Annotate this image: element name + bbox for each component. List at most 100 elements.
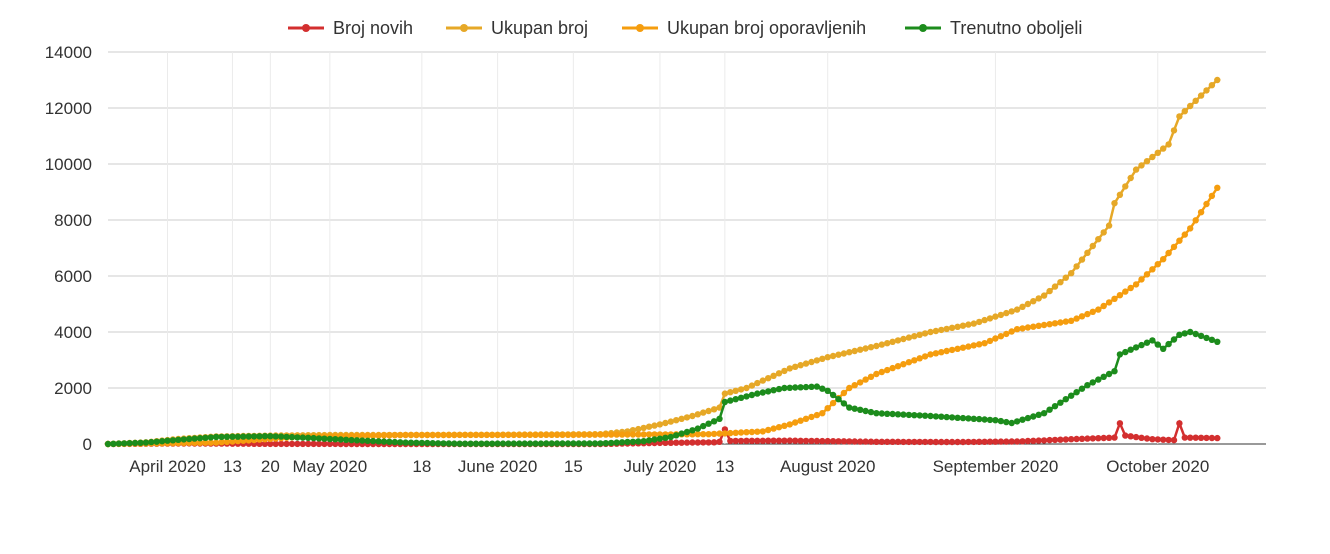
data-point [878, 410, 885, 417]
data-point [992, 417, 999, 424]
data-point [1019, 303, 1026, 310]
data-point [283, 440, 290, 448]
data-point [1214, 184, 1221, 191]
data-point [1122, 348, 1129, 356]
data-point [846, 384, 853, 392]
data-point [267, 440, 274, 448]
data-point [716, 415, 723, 422]
data-point [976, 318, 983, 326]
data-point [1062, 274, 1070, 281]
data-point [261, 433, 269, 440]
legend-item[interactable]: Ukupan broj [446, 18, 588, 38]
data-point [943, 438, 950, 446]
data-point [656, 435, 664, 442]
data-point [716, 404, 723, 411]
data-point [624, 438, 631, 446]
data-point [673, 439, 680, 446]
data-point [802, 360, 810, 367]
data-point [673, 417, 680, 424]
data-point [1208, 336, 1216, 343]
data-point [1084, 249, 1091, 256]
data-point [884, 438, 891, 445]
data-point [689, 412, 696, 420]
data-point [802, 383, 810, 391]
data-point [1170, 127, 1178, 134]
data-point [700, 422, 707, 430]
data-point [202, 439, 209, 446]
data-point [1181, 330, 1189, 337]
data-point [1187, 434, 1194, 441]
data-point [927, 412, 934, 420]
data-point [1116, 292, 1124, 299]
data-point [1143, 339, 1151, 346]
data-point [862, 345, 869, 352]
data-point [1046, 321, 1053, 328]
data-point [532, 431, 539, 438]
data-point [900, 335, 907, 343]
data-point [840, 400, 848, 407]
data-point [727, 437, 734, 445]
data-point [1089, 308, 1097, 315]
data-point [840, 389, 848, 397]
data-point [1214, 76, 1221, 84]
data-point [278, 440, 285, 448]
legend-item[interactable]: Ukupan broj oporavljenih [622, 18, 866, 38]
data-point [965, 321, 972, 328]
data-point [1176, 420, 1183, 427]
data-point [537, 431, 545, 438]
data-point [1100, 302, 1107, 310]
data-point [765, 375, 772, 382]
data-point [748, 382, 756, 389]
data-point [916, 412, 923, 419]
data-point [321, 435, 328, 442]
data-point [683, 439, 691, 446]
data-point [456, 440, 463, 447]
data-point [1089, 242, 1097, 250]
data-point [635, 438, 642, 445]
data-point [1051, 403, 1059, 410]
data-point [986, 416, 994, 424]
data-point [759, 377, 766, 384]
data-point [889, 410, 896, 418]
data-point [721, 398, 729, 406]
y-tick-label: 10000 [45, 155, 92, 174]
data-point [900, 438, 907, 446]
data-point [867, 373, 875, 380]
data-point [310, 440, 317, 448]
legend-item[interactable]: Trenutno oboljeli [905, 18, 1082, 38]
data-point [851, 382, 858, 389]
data-point [553, 431, 561, 438]
data-point [202, 434, 209, 441]
legend-item[interactable]: Broj novih [288, 18, 413, 38]
data-point [905, 334, 913, 341]
data-point [759, 428, 766, 435]
data-point [846, 404, 853, 411]
data-point [797, 384, 804, 391]
data-point [921, 412, 929, 419]
data-point [862, 376, 869, 383]
data-point [748, 428, 756, 436]
data-point [813, 411, 821, 419]
data-point [294, 440, 301, 448]
data-point [1197, 92, 1205, 99]
data-point [808, 437, 815, 445]
legend[interactable]: Broj novih Ukupan broj Ukupan broj oporavl… [288, 18, 1082, 38]
data-point [894, 411, 902, 418]
data-point [1105, 299, 1113, 306]
data-point [310, 434, 317, 442]
data-point [976, 415, 983, 423]
data-point [602, 440, 609, 447]
data-point [943, 413, 950, 421]
data-point [332, 436, 339, 443]
data-point [629, 431, 637, 438]
data-point [1046, 287, 1053, 295]
data-point [981, 316, 988, 324]
data-point [1095, 376, 1102, 383]
data-point [748, 437, 756, 444]
data-point [440, 431, 447, 439]
data-point [591, 431, 599, 438]
data-point [884, 410, 891, 417]
data-point [921, 353, 929, 360]
data-point [1046, 406, 1053, 413]
